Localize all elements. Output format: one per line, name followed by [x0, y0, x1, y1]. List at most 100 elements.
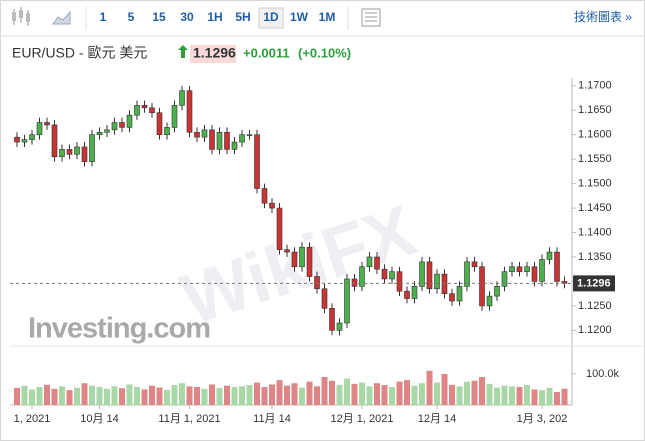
candle-body [224, 131, 230, 150]
volume-bar [351, 383, 358, 405]
volume-bar [359, 382, 365, 405]
price-highlight [190, 45, 236, 63]
volume-bar [329, 380, 335, 405]
volume-bar [201, 388, 208, 405]
timeframes: 1 5 15 30 1H 5H 1D 1W 1M [100, 7, 336, 29]
volume-bar [239, 386, 245, 405]
candle-body [321, 288, 328, 309]
candle-body [36, 122, 43, 136]
candle-body [276, 207, 283, 250]
candle-body [21, 139, 28, 143]
volume-bar [516, 386, 523, 405]
symbol: EUR/USD - 歐元 美元 [12, 45, 147, 61]
volume-bar [149, 385, 155, 405]
candle-body [59, 149, 65, 158]
candle-body [209, 129, 215, 150]
candle-body [231, 141, 238, 150]
volume-bar [389, 386, 395, 405]
timeframe-button[interactable]: 1D [263, 10, 279, 24]
candle-body [156, 112, 163, 136]
volume-bar [171, 385, 178, 405]
volume-bar [486, 383, 493, 405]
area-icon[interactable] [52, 10, 71, 25]
volume-bar [59, 386, 65, 405]
candle-body [509, 266, 515, 272]
candle-body [186, 90, 193, 133]
y-tick-label: 1.1400 [578, 226, 612, 238]
candle-body [396, 271, 403, 292]
y-tick-label: 1.1550 [578, 153, 612, 165]
timeframe-button[interactable]: 1H [207, 10, 222, 24]
timeframe-button[interactable]: 30 [180, 10, 194, 24]
volume-bar [89, 385, 95, 405]
candle-body [471, 261, 478, 268]
volume-bar [119, 388, 125, 405]
candle-body [74, 146, 80, 155]
candle-body [419, 261, 425, 287]
volume-bar [441, 373, 448, 405]
volume-bar [404, 380, 410, 405]
candle-icon[interactable] [12, 7, 30, 26]
timeframe-button[interactable]: 15 [152, 10, 166, 24]
volume-bar [186, 386, 193, 405]
timeframe-button[interactable]: 5 [128, 10, 135, 24]
last-price: 1.1296 [193, 45, 236, 61]
volume-bar [381, 385, 388, 405]
y-tick-label: 1.1250 [578, 300, 612, 312]
x-tick-label: 11月 1, 2021 [158, 413, 220, 425]
settings-icon[interactable] [361, 8, 381, 27]
volume-bar [194, 386, 200, 405]
candle-body [479, 266, 485, 307]
candle-body [89, 134, 95, 162]
volume-bar [539, 390, 545, 405]
volume-bar [74, 387, 80, 405]
technical-chart-link[interactable]: 技術圖表 » [574, 10, 632, 24]
timeframe-button[interactable]: 5H [235, 10, 250, 24]
volume-bar [509, 386, 515, 405]
volume-bar [426, 370, 433, 405]
volume-bar [126, 384, 133, 405]
volume-bar [464, 381, 470, 405]
y-tick-label: 1.1600 [578, 129, 612, 141]
timeframe-button[interactable]: 1M [319, 10, 336, 24]
candle-body [201, 129, 208, 138]
volume-bar [261, 386, 268, 405]
candle-body [239, 134, 245, 143]
x-tick-label: 10月 14 [80, 413, 119, 425]
candle-body [254, 134, 260, 189]
candle-body [336, 322, 343, 331]
volume-bar [104, 388, 110, 405]
volume-bar [36, 386, 43, 405]
volume-bar [554, 391, 560, 405]
x-tick-label: 11月 14 [253, 413, 291, 425]
candle-body [104, 129, 110, 133]
volume-bar [321, 377, 328, 405]
candle-body [411, 286, 418, 299]
y-tick-label: 1.1500 [578, 178, 612, 190]
volume-bar [531, 389, 538, 405]
selected-box [258, 7, 284, 29]
volume-bar [254, 382, 260, 405]
candle-body [389, 271, 395, 280]
volume-bar [269, 384, 275, 405]
timeframe-button[interactable]: 1 [100, 10, 107, 24]
volume-bar [21, 385, 28, 405]
change-pct: (+0.10%) [298, 45, 351, 60]
timeframe-button[interactable]: 1W [290, 10, 309, 24]
candle-body [374, 256, 380, 270]
x-tick-label: 12月 1, 2021 [331, 413, 394, 425]
volume-bar [434, 382, 440, 405]
candle-body [486, 295, 493, 307]
volume-bar [231, 386, 238, 405]
volume-bar [306, 381, 313, 405]
volume-bar [449, 384, 455, 405]
volume-bar [216, 387, 223, 405]
volume-bar [111, 386, 118, 405]
change: +0.0011 [243, 45, 290, 60]
candle-body [81, 146, 88, 162]
candle-body [524, 266, 530, 272]
y-tick-label: 1.1650 [578, 104, 612, 116]
candle-body [359, 266, 365, 287]
